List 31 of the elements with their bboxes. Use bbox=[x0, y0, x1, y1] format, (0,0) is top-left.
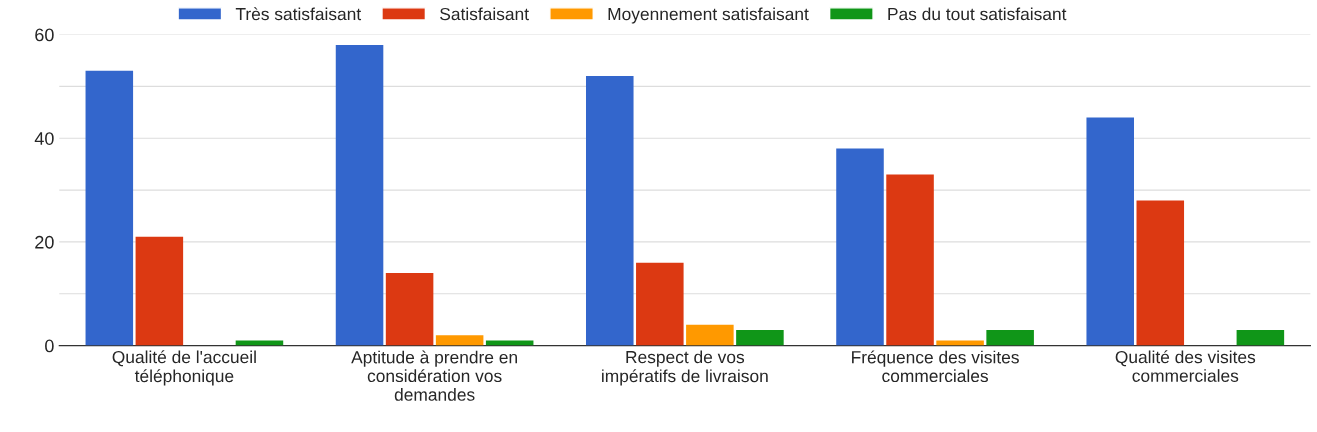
legend-label: Satisfaisant bbox=[440, 7, 529, 21]
bar bbox=[586, 76, 634, 346]
x-tick-label: Respect de vos impératifs de livraison bbox=[602, 350, 768, 386]
legend-label: Pas du tout satisfaisant bbox=[888, 7, 1067, 21]
bar bbox=[836, 148, 884, 346]
y-tick-label: 60 bbox=[35, 28, 54, 42]
bar bbox=[235, 340, 284, 346]
y-tick-label: 20 bbox=[35, 235, 54, 249]
bar bbox=[485, 340, 534, 346]
bar bbox=[135, 236, 184, 346]
bar bbox=[736, 330, 784, 346]
legend-label: Moyennement satisfaisant bbox=[608, 7, 809, 24]
x-tick-label: Qualité de l'accueil téléphonique bbox=[112, 350, 256, 386]
bar bbox=[385, 273, 434, 346]
bar bbox=[1136, 200, 1185, 346]
bar bbox=[435, 335, 484, 346]
x-tick-label: Qualité des visites commerciales bbox=[1115, 350, 1256, 382]
bar bbox=[1086, 117, 1134, 346]
y-tick-label: 0 bbox=[45, 339, 54, 353]
x-tick-label: Aptitude à prendre en considération vos demandes bbox=[351, 350, 517, 401]
legend-label: Très satisfaisant bbox=[235, 7, 362, 21]
bar bbox=[1236, 330, 1285, 346]
bar bbox=[986, 330, 1034, 346]
x-tick-label: Fréquence des visites commerciales bbox=[852, 350, 1019, 383]
bar bbox=[85, 70, 134, 346]
y-tick-label: 40 bbox=[34, 132, 54, 145]
bar bbox=[335, 44, 384, 346]
bar bbox=[636, 262, 684, 346]
bar bbox=[686, 324, 734, 346]
bar bbox=[886, 174, 934, 346]
bar bbox=[936, 340, 984, 346]
